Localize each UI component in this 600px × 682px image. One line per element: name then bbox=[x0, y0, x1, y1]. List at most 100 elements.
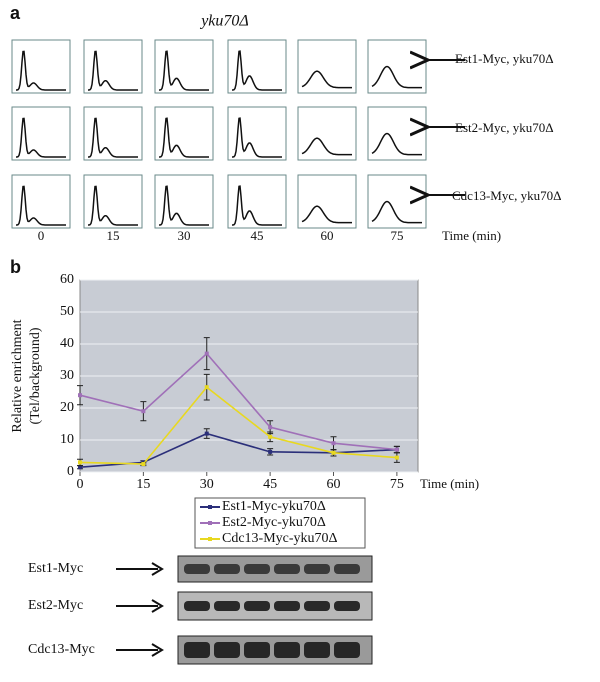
x-tick-label: 75 bbox=[390, 477, 404, 492]
histogram-frame bbox=[83, 39, 143, 94]
time-label: 75 bbox=[391, 228, 404, 243]
time-axis-title: Time (min) bbox=[442, 228, 501, 243]
blot-label: Est2-Myc bbox=[28, 598, 83, 613]
histogram-frame bbox=[154, 174, 214, 229]
histogram-frame bbox=[297, 39, 357, 94]
data-point bbox=[78, 460, 82, 465]
histogram-frame bbox=[11, 174, 71, 229]
legend-label: Est1-Myc-yku70Δ bbox=[222, 499, 326, 514]
blot-band bbox=[184, 642, 210, 658]
blot-band bbox=[244, 564, 270, 574]
x-tick-label: 45 bbox=[263, 477, 277, 492]
arrow-head bbox=[151, 599, 164, 613]
y-tick-label: 60 bbox=[60, 272, 74, 287]
time-label: 30 bbox=[178, 228, 191, 243]
data-point bbox=[141, 409, 146, 414]
y-axis-title: Relative enrichment bbox=[10, 319, 25, 432]
histogram-curve bbox=[232, 50, 282, 91]
histogram-frame bbox=[154, 39, 214, 94]
histogram-curve bbox=[159, 185, 209, 226]
histogram-frame bbox=[11, 106, 71, 161]
panel-title: yku70Δ bbox=[199, 13, 249, 30]
histogram-frame bbox=[367, 39, 427, 94]
histogram-frame bbox=[83, 174, 143, 229]
histogram-frame bbox=[227, 174, 287, 229]
histogram-frame bbox=[227, 106, 287, 161]
histogram-curve bbox=[371, 132, 422, 156]
arrow-head bbox=[151, 562, 164, 576]
blot-band bbox=[334, 601, 360, 611]
y-tick-label: 30 bbox=[60, 368, 74, 383]
data-point bbox=[78, 393, 82, 398]
histogram-frame bbox=[83, 106, 143, 161]
histogram-frame bbox=[227, 39, 287, 94]
x-axis-title: Time (min) bbox=[420, 476, 479, 491]
row-label: Est1-Myc, yku70Δ bbox=[455, 51, 554, 66]
data-point bbox=[204, 351, 209, 356]
x-tick-label: 0 bbox=[77, 477, 84, 492]
blot-band bbox=[334, 642, 360, 658]
histogram-curve bbox=[88, 117, 138, 158]
histogram-curve bbox=[159, 117, 209, 158]
histogram-curve bbox=[301, 137, 352, 156]
legend-marker bbox=[208, 521, 212, 525]
blot-band bbox=[274, 564, 300, 574]
histogram-frame bbox=[154, 106, 214, 161]
histogram-curve bbox=[301, 70, 352, 89]
blot-band bbox=[304, 601, 330, 611]
legend bbox=[194, 497, 366, 549]
data-point bbox=[268, 434, 273, 439]
y-tick-label: 20 bbox=[60, 400, 74, 415]
time-label: 0 bbox=[38, 228, 45, 243]
data-point bbox=[141, 462, 146, 466]
row-label: Cdc13-Myc, yku70Δ bbox=[452, 188, 561, 203]
histogram-curve bbox=[232, 117, 282, 158]
histogram-curve bbox=[16, 50, 66, 91]
data-point bbox=[331, 450, 336, 455]
histogram-curve bbox=[371, 200, 422, 224]
legend-label: Est2-Myc-yku70Δ bbox=[222, 515, 326, 530]
histogram-frame bbox=[367, 106, 427, 161]
x-tick-label: 15 bbox=[136, 477, 150, 492]
blot-label: Cdc13-Myc bbox=[28, 642, 95, 657]
y-tick-label: 10 bbox=[60, 432, 74, 447]
blot-band bbox=[304, 642, 330, 658]
histogram-curve bbox=[159, 50, 209, 91]
time-label: 15 bbox=[107, 228, 120, 243]
blot-band bbox=[274, 642, 300, 658]
row-label: Est2-Myc, yku70Δ bbox=[455, 120, 554, 135]
data-point bbox=[331, 441, 336, 446]
legend-label: Cdc13-Myc-yku70Δ bbox=[222, 531, 338, 546]
panel-label: b bbox=[10, 257, 21, 277]
series-line bbox=[79, 352, 397, 451]
blot-band bbox=[244, 642, 270, 658]
arrow-head bbox=[151, 643, 164, 657]
blot-band bbox=[184, 601, 210, 611]
data-point bbox=[204, 431, 209, 436]
time-label: 60 bbox=[321, 228, 334, 243]
histogram-frame bbox=[11, 39, 71, 94]
data-point bbox=[204, 385, 209, 390]
x-tick-label: 60 bbox=[327, 477, 341, 492]
blot-label: Est1-Myc bbox=[28, 561, 83, 576]
histogram-curve bbox=[88, 50, 138, 91]
blot-band bbox=[184, 564, 210, 574]
histogram-curve bbox=[16, 117, 66, 158]
histogram-frame bbox=[297, 174, 357, 229]
data-point bbox=[78, 465, 82, 470]
histogram-frame bbox=[367, 174, 427, 229]
data-point bbox=[268, 425, 273, 430]
histogram-frame bbox=[297, 106, 357, 161]
y-axis-title: (Tel/background) bbox=[28, 327, 43, 424]
legend-marker bbox=[208, 537, 212, 541]
blot-band bbox=[334, 564, 360, 574]
time-label: 45 bbox=[251, 228, 264, 243]
panel-label: a bbox=[10, 3, 21, 23]
histogram-curve bbox=[16, 185, 66, 226]
data-point bbox=[268, 449, 273, 454]
blot-band bbox=[244, 601, 270, 611]
blot-band bbox=[274, 601, 300, 611]
legend-marker bbox=[208, 505, 212, 509]
x-tick-label: 30 bbox=[200, 477, 214, 492]
